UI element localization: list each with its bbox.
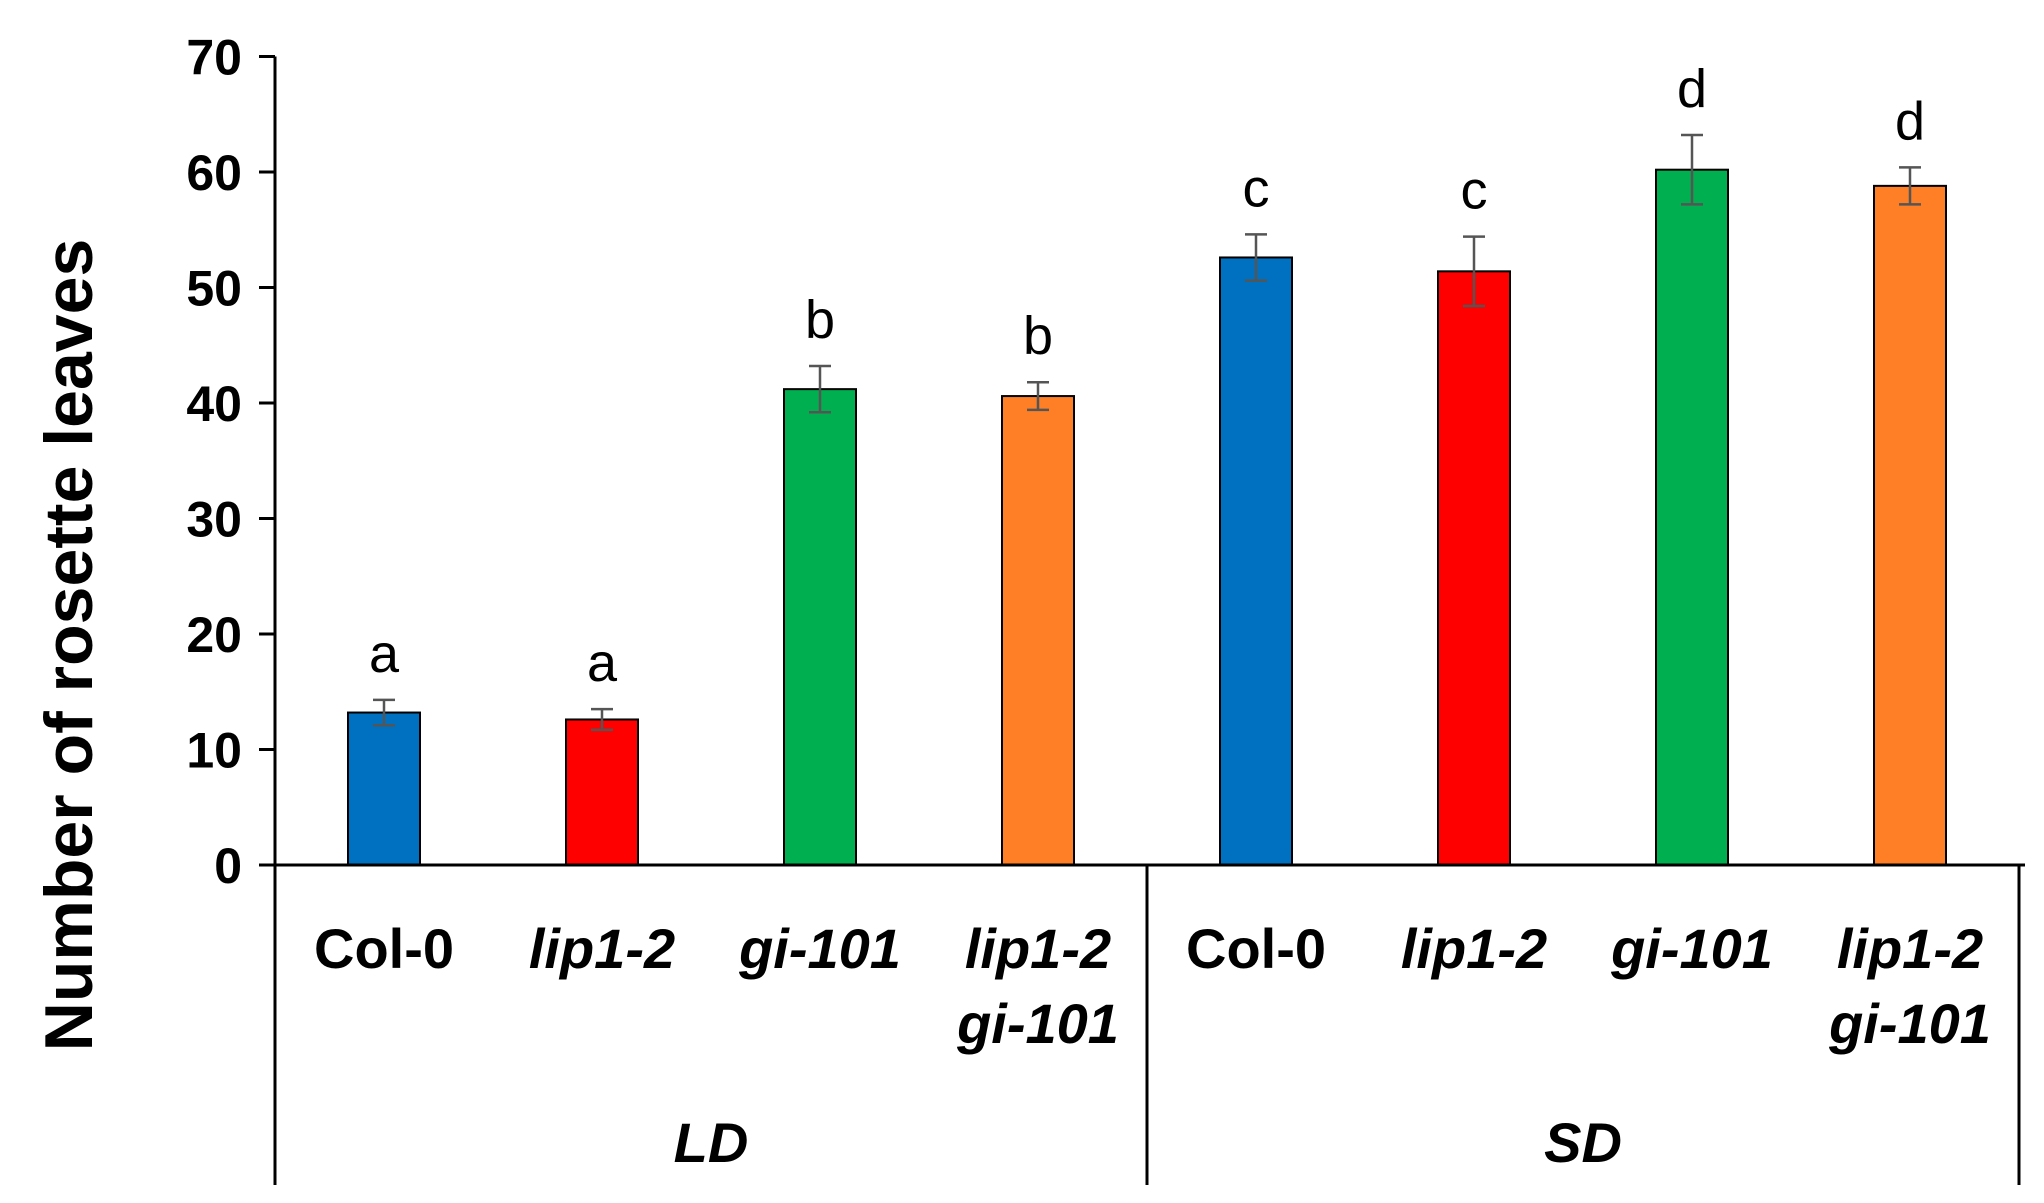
significance-letter: c bbox=[1461, 161, 1488, 221]
bar-ld-lip1-2 bbox=[565, 718, 639, 866]
bar-sd-lip1-2-gi-101 bbox=[1873, 184, 1947, 867]
category-label: lip1-2 bbox=[529, 917, 675, 980]
category-label: lip1-2 bbox=[965, 917, 1111, 980]
significance-letter: b bbox=[805, 290, 835, 350]
y-axis-title: Number of rosette leaves bbox=[31, 239, 107, 1052]
y-tick-label: 50 bbox=[186, 261, 242, 317]
bar-sd-gi-101 bbox=[1655, 168, 1729, 866]
error-bar bbox=[1463, 235, 1485, 308]
group-label-sd: SD bbox=[1544, 1111, 1622, 1174]
group-label-ld: LD bbox=[674, 1111, 749, 1174]
error-bar bbox=[373, 698, 395, 727]
category-label: gi-101 bbox=[1610, 917, 1773, 980]
category-label: Col-0 bbox=[1186, 917, 1326, 980]
error-bar bbox=[591, 707, 613, 732]
x-axis: LD Col-0 lip1-2 gi-101 lip1-2 gi-101 SD Col-0 li… bbox=[273, 863, 2025, 1185]
category-label: gi-101 bbox=[738, 917, 901, 980]
category-label: lip1-2 bbox=[1837, 917, 1983, 980]
y-tick-label: 40 bbox=[186, 376, 242, 432]
bars: a a b b c c d d bbox=[347, 59, 1947, 867]
y-tick-label: 0 bbox=[214, 838, 242, 894]
bar-sd-lip1-2 bbox=[1437, 270, 1511, 866]
error-bar bbox=[809, 364, 831, 414]
category-label: gi-101 bbox=[1828, 992, 1991, 1055]
significance-letter: c bbox=[1243, 158, 1270, 218]
error-bar bbox=[1899, 166, 1921, 206]
y-tick-label: 20 bbox=[186, 607, 242, 663]
bar-ld-lip1-2-gi-101 bbox=[1001, 395, 1075, 866]
bar-sd-col-0 bbox=[1219, 256, 1293, 867]
error-bar bbox=[1245, 233, 1267, 282]
significance-letter: a bbox=[587, 633, 618, 693]
error-bar bbox=[1681, 133, 1703, 206]
error-bar bbox=[1027, 380, 1049, 412]
bar-ld-col-0 bbox=[347, 711, 421, 866]
y-tick-label: 30 bbox=[186, 492, 242, 548]
significance-letter: b bbox=[1023, 306, 1053, 366]
category-label: gi-101 bbox=[956, 992, 1119, 1055]
category-label: lip1-2 bbox=[1401, 917, 1547, 980]
bar-ld-gi-101 bbox=[783, 388, 857, 866]
category-label: Col-0 bbox=[314, 917, 454, 980]
y-tick-label: 60 bbox=[186, 145, 242, 201]
significance-letter: d bbox=[1677, 59, 1707, 119]
significance-letter: d bbox=[1895, 91, 1925, 151]
y-axis: 0 10 20 30 40 50 60 70 bbox=[186, 30, 277, 894]
y-tick-label: 10 bbox=[186, 723, 242, 779]
y-tick-label: 70 bbox=[186, 30, 242, 86]
significance-letter: a bbox=[369, 624, 400, 684]
